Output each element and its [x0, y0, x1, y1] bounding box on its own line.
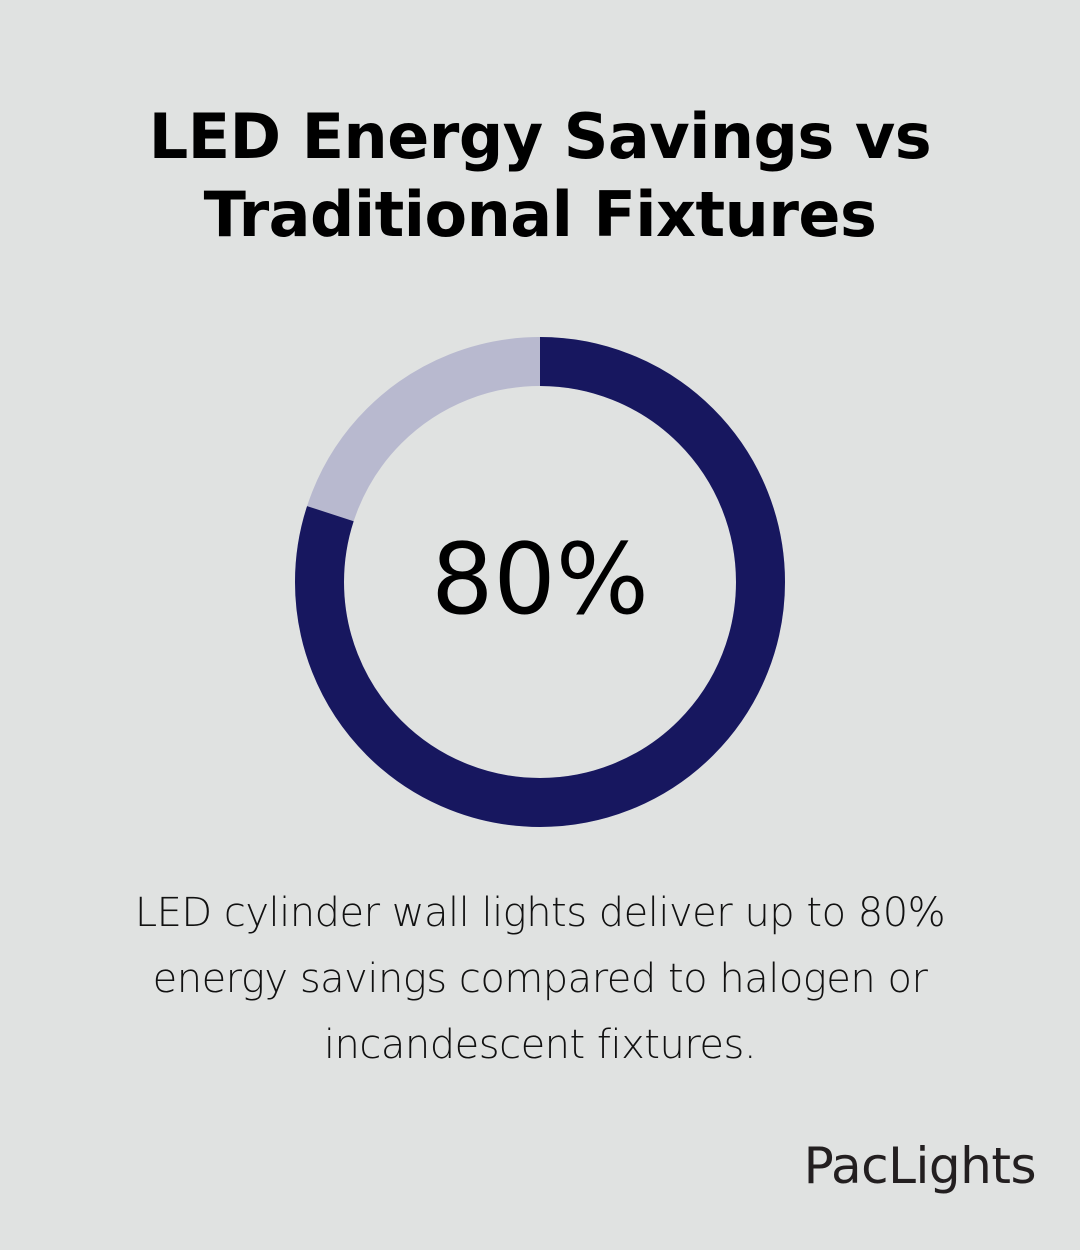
description: LED cylinder wall lights deliver up to 8… [60, 880, 1020, 1078]
title-line-2: Traditional Fixtures [203, 178, 877, 251]
donut-segment-savings [295, 337, 785, 827]
description-line-2: energy savings compared to halogen or [152, 956, 928, 1002]
donut-chart [290, 332, 790, 832]
description-line-3: incandescent fixtures. [323, 1022, 757, 1068]
brand-logo: PacLights [803, 1137, 1037, 1195]
title-line-1: LED Energy Savings vs [148, 100, 932, 173]
page-title: LED Energy Savings vs Traditional Fixtur… [0, 98, 1080, 254]
center-value: 80% [431, 523, 649, 637]
description-line-1: LED cylinder wall lights deliver up to 8… [134, 890, 946, 936]
